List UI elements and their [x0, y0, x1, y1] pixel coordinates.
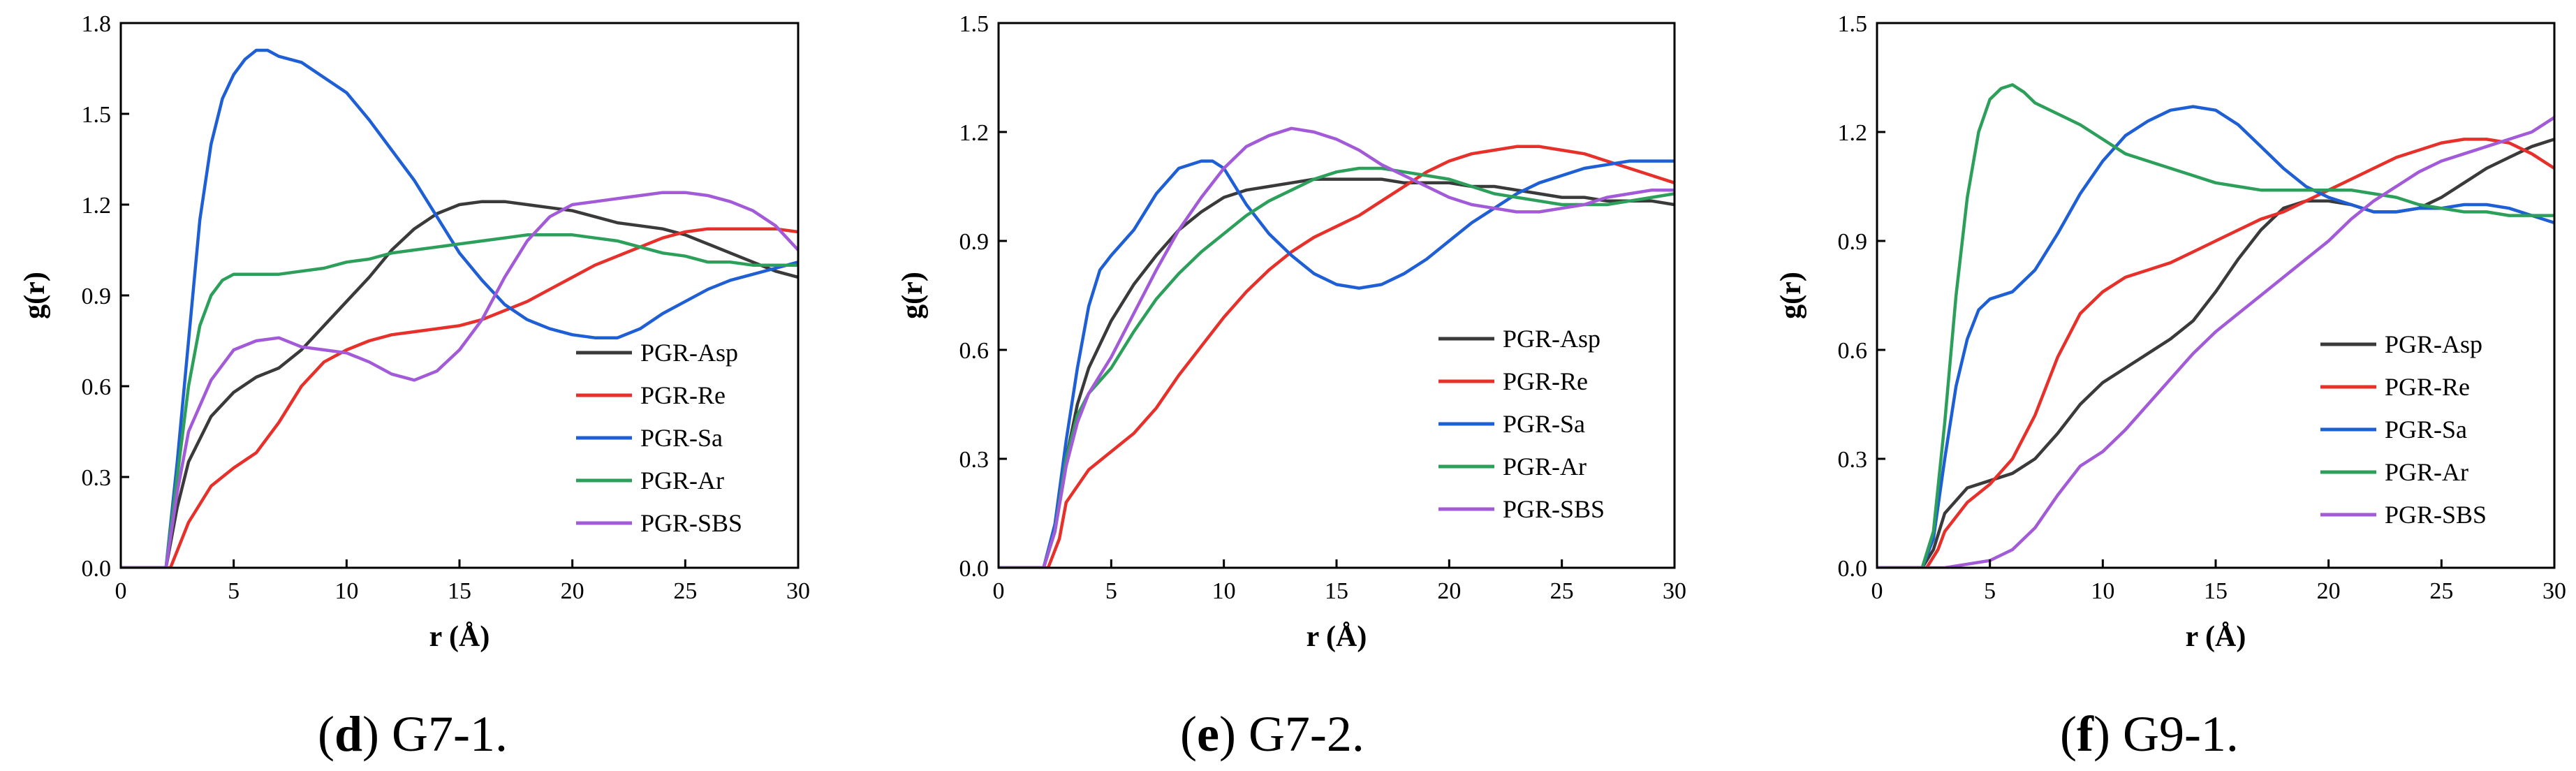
caption-name: G7-2. — [1249, 706, 1364, 762]
series-line-pgr-sbs — [1877, 116, 2554, 568]
caption-letter: e — [1197, 706, 1219, 762]
x-tick-label: 15 — [1325, 578, 1348, 604]
series-line-pgr-re — [121, 227, 798, 568]
legend-label: PGR-Asp — [1503, 325, 1600, 353]
x-axis-title: r (Å) — [2186, 621, 2246, 653]
series-line-pgr-sbs — [121, 191, 798, 568]
panel-caption: (e) G7-2. — [1180, 706, 1364, 762]
x-axis-title: r (Å) — [429, 621, 490, 653]
x-tick-label: 0 — [993, 578, 1005, 604]
caption-name: G9-1. — [2123, 706, 2239, 762]
series-line-pgr-sbs — [999, 126, 1675, 568]
legend-label: PGR-SBS — [640, 509, 742, 537]
x-tick-label: 0 — [1871, 578, 1883, 604]
caption-name: G7-1. — [392, 706, 508, 762]
legend-label: PGR-Re — [1503, 367, 1588, 395]
y-tick-label: 1.5 — [1838, 11, 1868, 37]
x-tick-label: 0 — [115, 578, 127, 604]
series-line-pgr-sa — [999, 159, 1675, 568]
x-tick-label: 25 — [1550, 578, 1574, 604]
series-line-pgr-asp — [1877, 138, 2554, 568]
y-axis-title: g(r) — [897, 272, 929, 319]
series-line-pgr-asp — [121, 200, 798, 568]
legend-label: PGR-Ar — [2385, 458, 2468, 486]
legend-label: PGR-Asp — [2385, 330, 2482, 358]
panel-caption: (f) G9-1. — [2060, 706, 2239, 762]
y-tick-label: 0.3 — [82, 465, 112, 491]
y-tick-label: 0.6 — [959, 338, 989, 364]
panel-g7-1: 0 5 10 15 20 25 30 0.0 0.3 0.6 0.9 1.2 1.5 1.8 r (Å) g(… — [19, 11, 810, 762]
y-tick-label: 0.3 — [1838, 447, 1868, 473]
y-tick-label: 0.6 — [1838, 338, 1868, 364]
caption-paren-open: ( — [2060, 706, 2077, 762]
y-tick-label: 0.0 — [82, 556, 112, 582]
legend-label: PGR-Sa — [640, 424, 723, 452]
legend-label: PGR-Ar — [1503, 453, 1587, 480]
x-tick-label: 15 — [448, 578, 471, 604]
y-tick-label: 1.8 — [82, 11, 112, 37]
y-tick-label: 1.2 — [1838, 120, 1868, 146]
y-tick-label: 0.6 — [82, 374, 112, 400]
y-tick-label: 0.9 — [959, 229, 989, 255]
series-line-pgr-sa — [121, 48, 798, 568]
y-tick-label: 0.0 — [959, 556, 989, 582]
series-line-pgr-ar — [121, 233, 798, 568]
series-line-pgr-ar — [1877, 83, 2554, 568]
panel-caption: (d) G7-1. — [318, 706, 508, 762]
series-line-pgr-re — [1877, 138, 2554, 568]
legend-label: PGR-Sa — [1503, 410, 1585, 438]
x-tick-label: 25 — [2429, 578, 2453, 604]
y-tick-label: 1.2 — [959, 120, 989, 146]
x-tick-label: 25 — [673, 578, 697, 604]
legend-label: PGR-SBS — [2385, 501, 2487, 529]
x-tick-label: 20 — [2317, 578, 2341, 604]
x-tick-label: 10 — [334, 578, 358, 604]
caption-paren-close: ) — [1219, 706, 1249, 762]
legend: PGR-Asp PGR-Re PGR-Sa PGR-Ar PGR-SBS — [1438, 325, 1605, 523]
legend: PGR-Asp PGR-Re PGR-Sa PGR-Ar PGR-SBS — [576, 339, 742, 537]
y-tick-label: 0.9 — [82, 284, 112, 309]
y-axis-title: g(r) — [1775, 272, 1807, 319]
caption-paren-open: ( — [318, 706, 334, 762]
x-tick-label: 5 — [228, 578, 240, 604]
caption-paren-close: ) — [2093, 706, 2123, 762]
plot-frame — [997, 22, 1676, 569]
legend: PGR-Asp PGR-Re PGR-Sa PGR-Ar PGR-SBS — [2320, 330, 2487, 529]
legend-label: PGR-Asp — [640, 339, 738, 367]
caption-paren-close: ) — [362, 706, 392, 762]
legend-label: PGR-SBS — [1503, 495, 1605, 523]
x-tick-label: 30 — [786, 578, 810, 604]
legend-label: PGR-Re — [640, 381, 726, 409]
x-tick-label: 20 — [561, 578, 584, 604]
x-tick-label: 10 — [1212, 578, 1236, 604]
x-tick-label: 30 — [1663, 578, 1686, 604]
x-tick-label: 10 — [2091, 578, 2114, 604]
legend-label: PGR-Re — [2385, 373, 2470, 401]
y-tick-label: 1.2 — [82, 193, 112, 219]
caption-paren-open: ( — [1180, 706, 1197, 762]
y-tick-label: 0.9 — [1838, 229, 1868, 255]
y-tick-label: 0.3 — [959, 447, 989, 473]
caption-letter: f — [2077, 706, 2094, 762]
legend-label: PGR-Sa — [2385, 416, 2467, 443]
panel-g9-1: 0 5 10 15 20 25 30 0.0 0.3 0.6 0.9 1.2 1.5 r (Å) g(r) P… — [1775, 11, 2566, 762]
panel-g7-2: 0 5 10 15 20 25 30 0.0 0.3 0.6 0.9 1.2 1.5 r (Å) g(r) P… — [897, 11, 1686, 762]
series-line-pgr-re — [999, 145, 1675, 568]
caption-letter: d — [334, 706, 362, 762]
x-tick-label: 30 — [2542, 578, 2566, 604]
x-tick-label: 5 — [1984, 578, 1996, 604]
legend-label: PGR-Ar — [640, 467, 724, 494]
y-tick-label: 0.0 — [1838, 556, 1868, 582]
x-axis-title: r (Å) — [1307, 621, 1367, 653]
x-tick-label: 15 — [2204, 578, 2228, 604]
y-tick-label: 1.5 — [82, 102, 112, 128]
y-axis-title: g(r) — [19, 272, 51, 319]
x-tick-label: 20 — [1437, 578, 1461, 604]
x-tick-label: 5 — [1105, 578, 1117, 604]
series-line-pgr-asp — [999, 177, 1675, 568]
y-tick-label: 1.5 — [959, 11, 989, 37]
plot-frame — [1876, 22, 2556, 569]
